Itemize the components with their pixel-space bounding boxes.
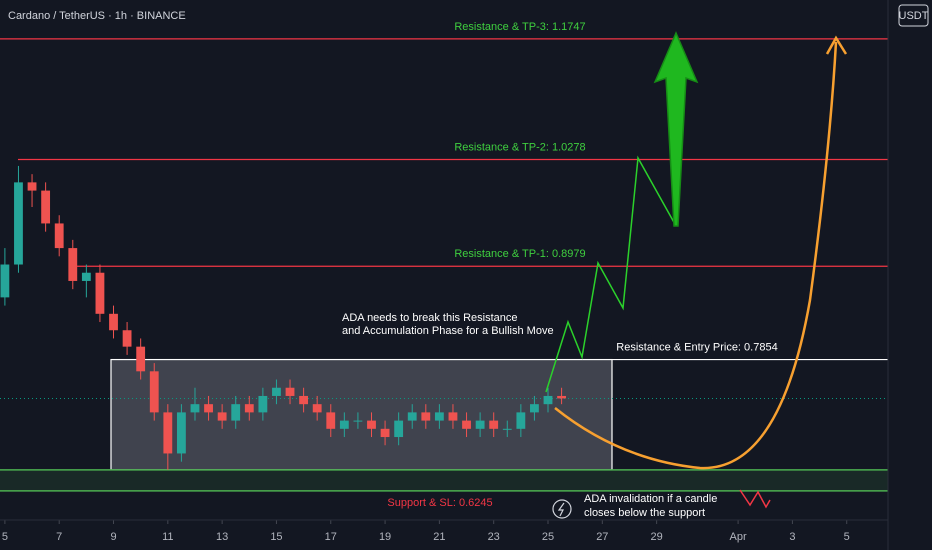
candle-body [285,387,295,396]
x-tick-label: 7 [56,531,62,543]
candle-body [312,404,322,413]
candle-body [421,412,431,421]
candle-body [81,272,91,281]
x-tick-label: 15 [270,531,282,543]
x-tick-label: 11 [162,531,173,543]
lightning-bolt [557,502,565,517]
x-tick-label: 19 [379,531,391,543]
candle-body [163,412,173,454]
candle-body [448,412,458,421]
candle-body [244,404,254,413]
level-label: Resistance & TP-1: 0.8979 [454,248,585,260]
x-tick-label: 13 [216,531,228,543]
candle-body [136,346,146,372]
candle-body [14,182,23,265]
candle-body [326,412,336,429]
bullish-arrow [653,31,699,227]
candle-body [122,330,132,347]
candle-body [176,412,186,454]
candle-body [217,412,227,421]
candle-body [543,395,553,405]
x-tick-label: 9 [110,531,116,543]
candle-body [27,182,37,191]
note-line: ADA invalidation if a candle [584,493,717,505]
x-tick-label: 27 [596,531,608,543]
curve-arrowhead [825,35,848,55]
candle-body [367,420,376,429]
candle-body [41,190,51,224]
candle-body [299,395,309,405]
x-tick-label: 21 [433,531,445,543]
support-band [0,469,888,491]
currency: USDT [899,10,929,22]
x-tick-label: 5 [2,531,8,543]
candle-body [394,420,404,438]
candle-body [516,412,526,429]
x-tick-label: 17 [325,531,337,543]
projection-zigzag [545,155,677,393]
x-tick-label: 29 [651,531,663,543]
price-axis [888,0,932,520]
candle-body [272,387,281,396]
candle-body [502,428,512,430]
x-tick-label: Apr [730,531,747,543]
candle-body [434,412,444,421]
currency-box[interactable] [898,4,929,27]
x-tick-label: 25 [542,531,554,543]
candle-body [475,420,485,429]
level-label: Resistance & Entry Price: 0.7854 [616,341,777,353]
candle-body [204,404,213,413]
candle-body [489,420,499,429]
note-line: closes below the support [584,507,705,519]
under-layer: Support & SL: 0.6245 Resistance & TP-3: 1… [0,21,888,509]
support-label: Support & SL: 0.6245 [387,497,492,509]
invalidation-zigzag [739,489,771,509]
lightning-icon [552,499,572,519]
candle-body [109,313,118,331]
level-label: Resistance & TP-2: 1.0278 [454,141,585,153]
candle-body [462,420,471,429]
candle-body [54,223,64,249]
candle-body [190,404,200,413]
x-tick-label: 5 [844,531,850,543]
candle-body [0,264,10,298]
candle-body [258,395,268,413]
candle-body [339,420,349,429]
candle-body [353,420,363,422]
x-tick-label: 23 [488,531,500,543]
note-line: ADA needs to break this Resistance [342,312,517,324]
candle-body [149,371,159,413]
candle-body [68,248,78,281]
candle-body [407,412,417,421]
candle-body [557,395,566,399]
level-label: Resistance & TP-3: 1.1747 [454,21,585,33]
candle-body [380,428,390,438]
x-tick-label: 3 [789,531,795,543]
accumulation-box [110,358,613,471]
candle-body [95,272,105,314]
projection-curve [554,41,838,470]
candle-body [231,404,241,421]
candle-body [530,404,539,413]
symbol-title: Cardano / TetherUS · 1h · BINANCE [8,10,186,22]
note-line: and Accumulation Phase for a Bullish Mov… [342,325,554,337]
